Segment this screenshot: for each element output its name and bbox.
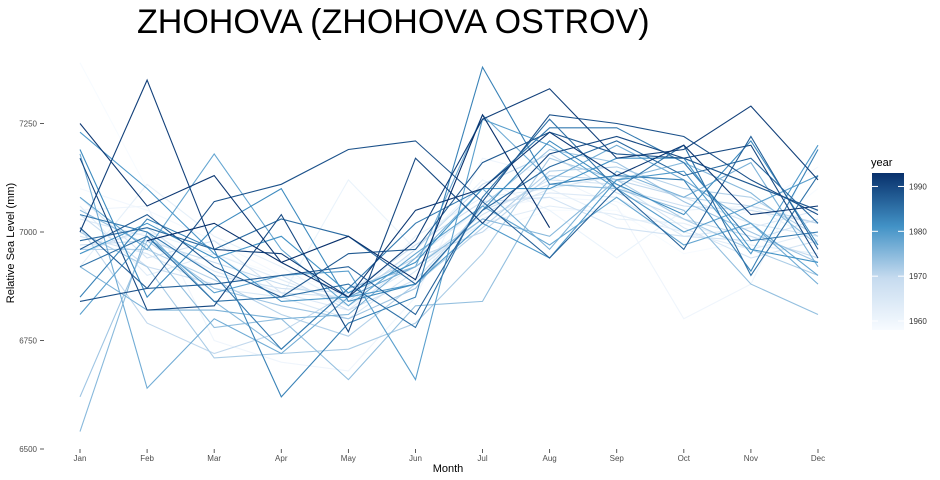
y-tick-label: 7000 <box>19 228 37 237</box>
series-line-1992 <box>79 123 819 298</box>
series-line-1985 <box>79 118 819 329</box>
series-line-1989 <box>79 114 819 302</box>
x-axis-title: Month <box>433 463 464 475</box>
series-line-1988 <box>79 131 819 298</box>
x-tick-label: Nov <box>744 454 758 463</box>
legend-tick-label: 1970 <box>909 272 927 281</box>
x-tick-label: Apr <box>275 454 288 463</box>
series-line-1978 <box>79 152 819 307</box>
plot-area <box>79 62 819 432</box>
series-line-1980 <box>79 131 819 302</box>
chart-title: ZHOHOVA (ZHOHOVA OSTROV) <box>137 3 650 41</box>
x-tick-label: Mar <box>207 454 221 463</box>
x-tick-label: Jun <box>409 454 422 463</box>
legend-colorbar <box>872 173 904 330</box>
legend-tick-label: 1990 <box>909 182 927 191</box>
series-line-1993 <box>146 113 551 281</box>
y-axis-title: Relative Sea Level (mm) <box>5 183 17 303</box>
legend-title: year <box>871 157 893 169</box>
series-line-1974 <box>79 183 819 381</box>
series-line-1961 <box>79 178 819 298</box>
x-tick-label: Dec <box>811 454 825 463</box>
x-tick-label: May <box>341 454 356 463</box>
series-line-1979 <box>79 118 819 381</box>
y-tick-label: 6500 <box>19 445 37 454</box>
x-tick-label: Jul <box>477 454 487 463</box>
series-line-1972 <box>79 157 819 359</box>
x-tick-label: Jan <box>74 454 87 463</box>
series-line-1970 <box>79 175 819 355</box>
legend: year 1960 1970 1980 1990 <box>871 157 927 330</box>
x-tick-label: Aug <box>543 454 557 463</box>
legend-tick-label: 1980 <box>909 227 927 236</box>
series-line-1990 <box>79 135 819 334</box>
series-line-1976 <box>79 161 819 320</box>
y-tick-label: 6750 <box>19 337 37 346</box>
series-line-1987 <box>79 135 819 316</box>
series-line-1981 <box>79 157 819 294</box>
legend-ticks: 1960 1970 1980 1990 <box>872 182 927 326</box>
series-line-1986 <box>79 140 819 285</box>
series-line-1971 <box>80 166 819 337</box>
x-tick-label: Sep <box>610 454 625 463</box>
x-axis: Jan Feb Mar Apr May Jun Jul Aug Sep Oct Nov Dec <box>74 449 825 463</box>
series-line-1975 <box>79 162 819 432</box>
y-tick-label: 7250 <box>19 120 37 129</box>
series-line-1964 <box>79 192 819 311</box>
series-line-1983 <box>79 65 819 398</box>
legend-tick-label: 1960 <box>909 317 927 326</box>
y-axis: 6500 6750 7000 7250 <box>19 120 44 454</box>
series-line-1960 <box>79 144 819 372</box>
series-line-1991 <box>79 78 819 298</box>
x-tick-label: Feb <box>140 454 154 463</box>
x-tick-label: Oct <box>678 454 691 463</box>
